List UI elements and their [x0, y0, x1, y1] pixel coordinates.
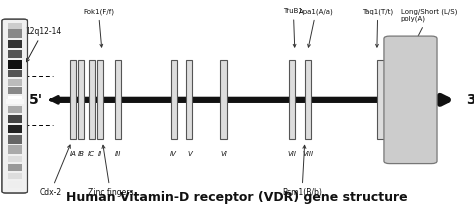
Bar	[8, 115, 22, 123]
Text: IB: IB	[78, 151, 85, 157]
Bar	[8, 135, 22, 144]
Text: 5': 5'	[28, 93, 58, 107]
Bar	[8, 60, 22, 69]
Bar	[8, 96, 22, 104]
Bar	[171, 60, 177, 139]
Text: TruB1: TruB1	[283, 8, 303, 47]
Text: Zinc fingers: Zinc fingers	[88, 145, 133, 197]
Bar	[8, 50, 22, 58]
Bar	[115, 60, 121, 139]
Bar	[8, 181, 22, 188]
Text: VIII: VIII	[302, 151, 313, 157]
Bar	[8, 22, 22, 29]
Text: IX: IX	[379, 97, 385, 103]
Text: V: V	[187, 151, 192, 157]
Bar	[289, 60, 295, 139]
Text: 3': 3'	[466, 93, 474, 107]
Bar	[6, 99, 24, 104]
Bar	[220, 60, 227, 139]
Bar	[8, 40, 22, 48]
Bar	[8, 173, 22, 180]
Bar	[78, 60, 84, 139]
Bar	[8, 125, 22, 133]
Text: Long/Short (L/S)
poly(A): Long/Short (L/S) poly(A)	[401, 8, 457, 47]
Text: 12q12-14: 12q12-14	[25, 27, 61, 62]
Bar	[305, 60, 311, 139]
Bar	[8, 70, 22, 77]
Text: VII: VII	[288, 151, 297, 157]
FancyBboxPatch shape	[2, 19, 27, 193]
Bar	[97, 60, 103, 139]
Bar	[8, 79, 22, 86]
Bar	[89, 60, 95, 139]
Text: IV: IV	[170, 151, 177, 157]
Text: Apa1(A/a): Apa1(A/a)	[299, 8, 333, 47]
Text: Cdx-2: Cdx-2	[39, 145, 70, 197]
Text: III: III	[115, 151, 121, 157]
Text: Fok1(F/f): Fok1(F/f)	[83, 8, 114, 47]
Bar	[186, 60, 192, 139]
Bar	[377, 60, 387, 139]
FancyBboxPatch shape	[384, 36, 437, 163]
Bar	[8, 156, 22, 162]
Bar	[8, 106, 22, 113]
Text: Bsm1(B/b): Bsm1(B/b)	[282, 145, 322, 197]
Text: Human Vitamin-D receptor (VDR) gene structure: Human Vitamin-D receptor (VDR) gene stru…	[66, 191, 408, 204]
Text: IA: IA	[70, 151, 77, 157]
Text: Taq1(T/t): Taq1(T/t)	[362, 8, 393, 47]
Text: IC: IC	[88, 151, 95, 157]
Text: UTR: UTR	[400, 95, 421, 105]
Bar	[8, 29, 22, 38]
Bar	[8, 145, 22, 154]
Bar	[8, 164, 22, 171]
Text: II: II	[98, 151, 102, 157]
Bar	[8, 87, 22, 94]
Bar	[70, 60, 76, 139]
Text: VI: VI	[220, 151, 227, 157]
